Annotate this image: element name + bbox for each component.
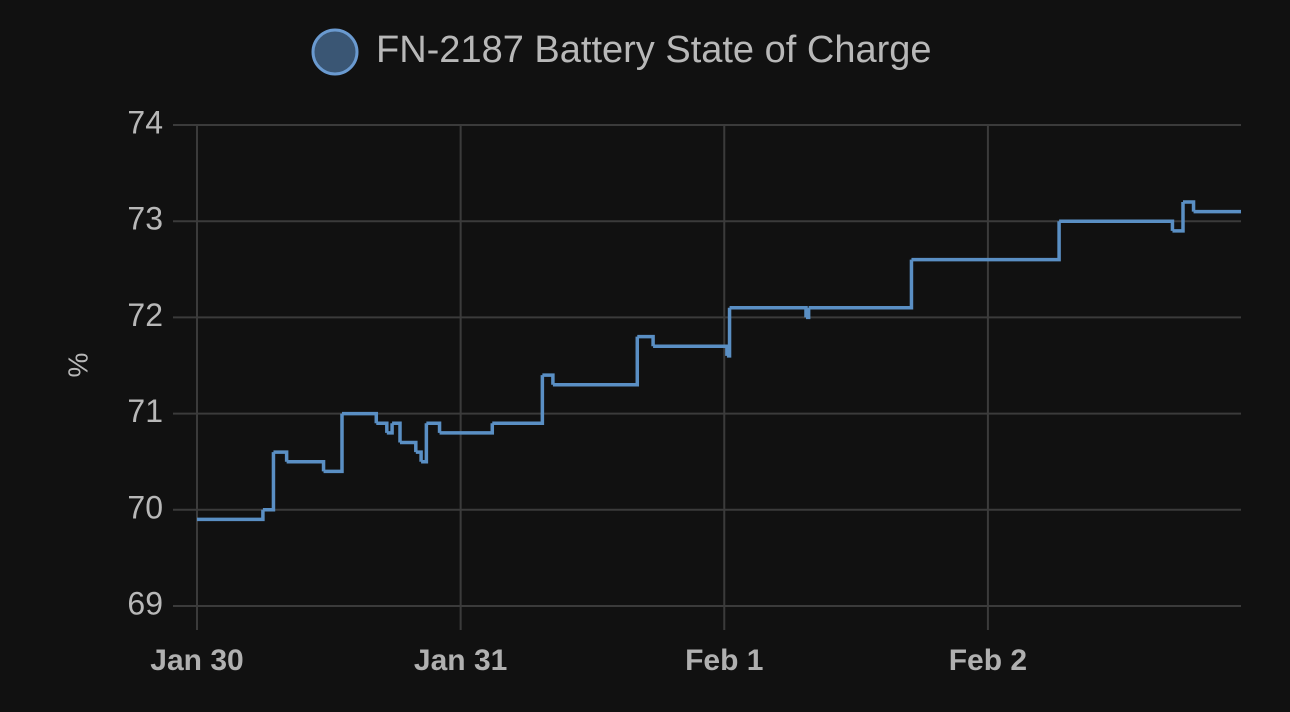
- step-segment: [386, 423, 394, 435]
- step-segment: [273, 450, 289, 462]
- step-segment: [542, 373, 555, 385]
- step-segment: [1059, 219, 1175, 231]
- step-segment: [637, 334, 655, 347]
- legend-swatch[interactable]: [311, 28, 359, 76]
- step-segment: [1172, 201, 1185, 233]
- y-axis-label: %: [62, 353, 93, 378]
- step-segment: [400, 440, 418, 453]
- y-tick-label: 73: [127, 201, 163, 237]
- step-segment: [492, 375, 545, 425]
- x-tick-label: Feb 1: [685, 644, 763, 677]
- step-segment: [286, 459, 326, 472]
- y-tick-label: 70: [127, 489, 163, 525]
- y-tick-label: 69: [127, 585, 163, 621]
- step-segment: [726, 307, 732, 358]
- step-segment: [439, 423, 495, 435]
- step-segment: [415, 450, 423, 462]
- y-tick-label: 72: [127, 297, 163, 333]
- step-segment: [376, 421, 389, 433]
- x-tick-label: Feb 2: [949, 644, 1027, 677]
- x-tick-label: Jan 31: [414, 644, 507, 677]
- step-segment: [808, 259, 914, 310]
- step-segment: [552, 336, 640, 387]
- step-segment: [729, 306, 808, 318]
- step-segment: [262, 452, 276, 512]
- step-segment: [421, 423, 429, 464]
- step-segment: [342, 411, 379, 424]
- y-tick-label: 74: [127, 104, 163, 140]
- step-segment: [392, 421, 402, 443]
- step-segment: [197, 509, 265, 522]
- step-segment: [1183, 200, 1196, 212]
- step-segment: [806, 307, 811, 320]
- step-segment: [911, 221, 1061, 262]
- x-tick-label: Jan 30: [150, 644, 243, 677]
- step-segment: [426, 421, 442, 433]
- y-tick-label: 71: [127, 393, 163, 429]
- step-segment: [323, 413, 344, 474]
- legend-label[interactable]: FN-2187 Battery State of Charge: [376, 29, 932, 71]
- step-segment: [653, 344, 729, 356]
